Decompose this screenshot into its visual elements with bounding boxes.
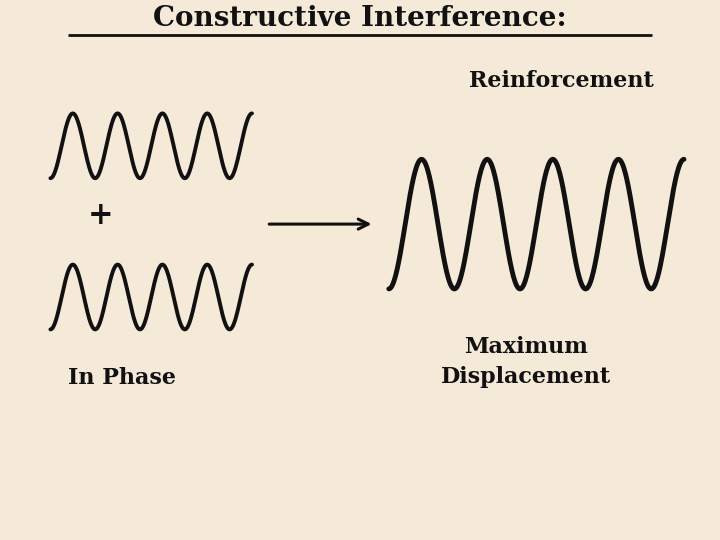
Text: +: + [88, 200, 114, 232]
Text: Reinforcement: Reinforcement [469, 70, 654, 92]
Text: Constructive Interference:: Constructive Interference: [153, 5, 567, 32]
Text: Maximum
Displacement: Maximum Displacement [441, 335, 611, 388]
Text: In Phase: In Phase [68, 367, 176, 389]
